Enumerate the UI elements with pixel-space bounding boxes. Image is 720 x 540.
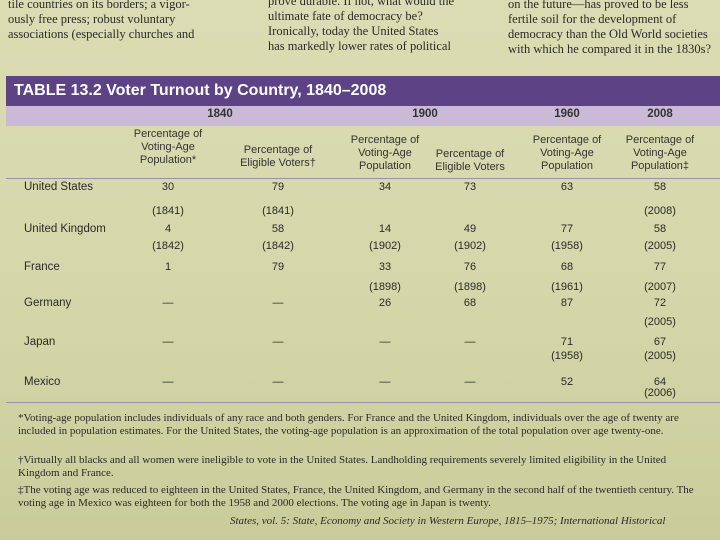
body-text-line: Ironically, today the United States	[268, 24, 439, 38]
country-label: Mexico	[24, 376, 61, 388]
column-header: Percentage of Voting-Age Population	[532, 134, 602, 172]
cell-value: 1	[164, 261, 172, 273]
cell-value: 52	[560, 376, 574, 388]
cell-value: —	[162, 336, 174, 348]
footnote: ‡The voting age was reduced to eighteen …	[18, 484, 694, 509]
body-text-line: tile countries on its borders; a vigor-	[8, 0, 190, 11]
year-header: 1900	[412, 108, 438, 120]
cell-year: (2005)	[644, 350, 676, 362]
cell-value: 71	[560, 336, 574, 348]
cell-value: 49	[463, 223, 477, 235]
column-header: Percentage of Voting-Age Population	[350, 134, 420, 172]
table-bottom-rule	[6, 402, 720, 403]
cell-year: (1842)	[262, 240, 294, 252]
body-text-line: prove durable. If not, what would the	[268, 0, 455, 8]
cell-value: 14	[378, 223, 392, 235]
cell-value: 77	[560, 223, 574, 235]
cell-value: 34	[378, 181, 392, 193]
cell-value: 87	[560, 297, 574, 309]
cell-year: (2005)	[644, 316, 676, 328]
cell-value: 79	[271, 261, 285, 273]
cell-value: 79	[271, 181, 285, 193]
year-header: 1960	[554, 108, 580, 120]
year-band	[6, 106, 720, 126]
body-text-line: on the future—has proved to be less	[508, 0, 689, 11]
cell-value: 76	[463, 261, 477, 273]
body-text-line: associations (especially churches and	[8, 27, 195, 41]
title-bar	[6, 76, 720, 106]
cell-value: —	[464, 376, 476, 388]
column-header: Percentage of Eligible Voters	[435, 148, 505, 173]
country-label: United Kingdom	[24, 223, 106, 235]
cell-value: —	[162, 376, 174, 388]
cell-value: 33	[378, 261, 392, 273]
year-header: 1840	[207, 108, 233, 120]
cell-year: (2005)	[644, 240, 676, 252]
cell-value: —	[272, 336, 284, 348]
column-header: Percentage of Voting-Age Population*	[133, 128, 203, 166]
cell-value: 30	[161, 181, 175, 193]
footnote: *Voting-age population includes individu…	[18, 412, 679, 437]
body-text-line: fertile soil for the development of	[508, 12, 677, 26]
cell-year: (2007)	[644, 281, 676, 293]
cell-year: (2006)	[644, 387, 676, 399]
body-text-line: democracy than the Old World societies	[508, 27, 708, 41]
footnote: †Virtually all blacks and all women were…	[18, 454, 667, 479]
cell-value: 72	[653, 297, 667, 309]
cell-year: (1961)	[551, 281, 583, 293]
cell-year: (1902)	[369, 240, 401, 252]
cell-year: (1898)	[369, 281, 401, 293]
cell-value: 77	[653, 261, 667, 273]
cell-value: —	[379, 336, 391, 348]
column-header: Percentage of Eligible Voters†	[240, 144, 316, 169]
cell-year: (1841)	[152, 205, 184, 217]
cell-value: 26	[378, 297, 392, 309]
cell-year: (1958)	[551, 240, 583, 252]
cell-value: —	[464, 336, 476, 348]
country-label: Germany	[24, 297, 72, 309]
country-label: Japan	[24, 336, 56, 348]
cell-year: (2008)	[644, 205, 676, 217]
cell-value: 4	[164, 223, 172, 235]
cell-value: 58	[653, 223, 667, 235]
header-rule	[6, 178, 720, 179]
cell-value: 68	[463, 297, 477, 309]
column-header: Percentage of Voting-Age Population‡	[625, 134, 695, 172]
cell-value: 64	[653, 376, 667, 388]
year-header: 2008	[647, 108, 673, 120]
cell-value: —	[162, 297, 174, 309]
footnote: States, vol. 5: State, Economy and Socie…	[230, 515, 666, 527]
cell-value: 73	[463, 181, 477, 193]
body-text-line: ultimate fate of democracy be?	[268, 9, 423, 23]
country-label: France	[24, 261, 60, 273]
cell-year: (1842)	[152, 240, 184, 252]
cell-year: (1841)	[262, 205, 294, 217]
cell-year: (1898)	[454, 281, 486, 293]
body-text-line: has markedly lower rates of political	[268, 39, 451, 53]
table-title: TABLE 13.2 Voter Turnout by Country, 184…	[14, 82, 387, 99]
cell-value: 63	[560, 181, 574, 193]
cell-value: —	[272, 376, 284, 388]
cell-year: (1902)	[454, 240, 486, 252]
cell-value: 58	[271, 223, 285, 235]
cell-value: 67	[653, 336, 667, 348]
cell-value: 68	[560, 261, 574, 273]
body-text-line: ously free press; robust voluntary	[8, 12, 176, 26]
cell-value: 58	[653, 181, 667, 193]
cell-value: —	[379, 376, 391, 388]
cell-year: (1958)	[551, 350, 583, 362]
body-text-line: with which he compared it in the 1830s?	[508, 42, 712, 56]
country-label: United States	[24, 181, 94, 193]
cell-value: —	[272, 297, 284, 309]
